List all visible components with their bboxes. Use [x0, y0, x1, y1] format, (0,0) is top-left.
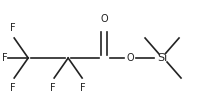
Text: F: F: [2, 53, 7, 63]
Text: O: O: [126, 53, 134, 63]
Text: O: O: [100, 14, 108, 24]
Text: F: F: [80, 83, 86, 93]
Text: F: F: [10, 83, 16, 93]
Text: F: F: [10, 23, 16, 33]
Text: F: F: [50, 83, 56, 93]
Text: Si: Si: [157, 53, 167, 63]
